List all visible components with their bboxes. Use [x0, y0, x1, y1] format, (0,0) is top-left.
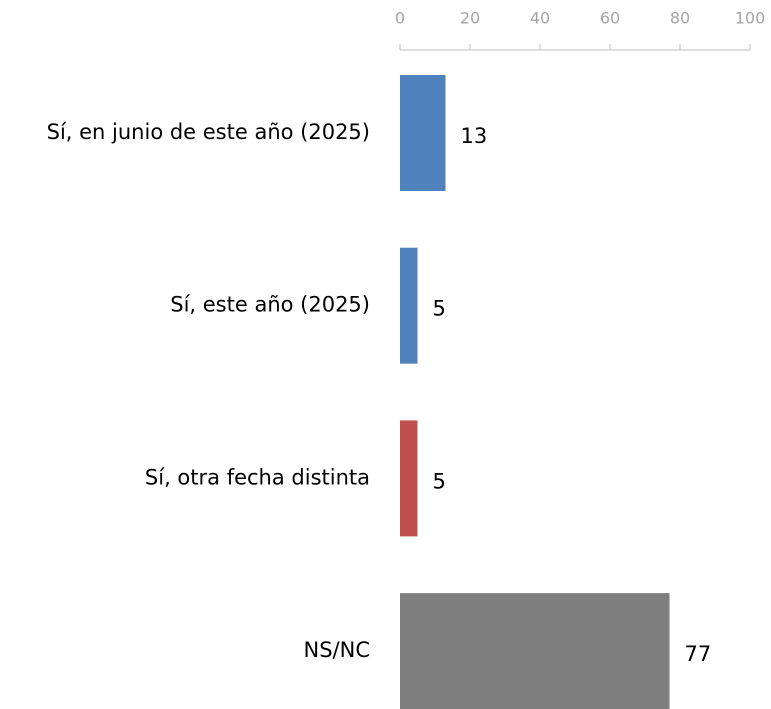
value-label: 5: [433, 297, 446, 321]
x-tick-label: 40: [530, 9, 550, 28]
value-label: 5: [433, 469, 446, 493]
x-tick-label: 80: [670, 9, 690, 28]
x-tick-label: 20: [460, 9, 480, 28]
x-tick-label: 100: [735, 9, 766, 28]
category-label: Sí, en junio de este año (2025): [47, 120, 370, 144]
value-label: 13: [461, 124, 488, 148]
x-tick-label: 60: [600, 9, 620, 28]
bar: [400, 247, 418, 364]
category-label: NS/NC: [304, 638, 371, 662]
value-label: 77: [685, 642, 712, 666]
x-tick-label: 0: [395, 9, 405, 28]
category-label: Sí, otra fecha distinta: [145, 465, 370, 489]
bar: [400, 593, 670, 709]
bar: [400, 420, 418, 537]
bar: [400, 75, 446, 191]
category-label: Sí, este año (2025): [170, 293, 370, 317]
